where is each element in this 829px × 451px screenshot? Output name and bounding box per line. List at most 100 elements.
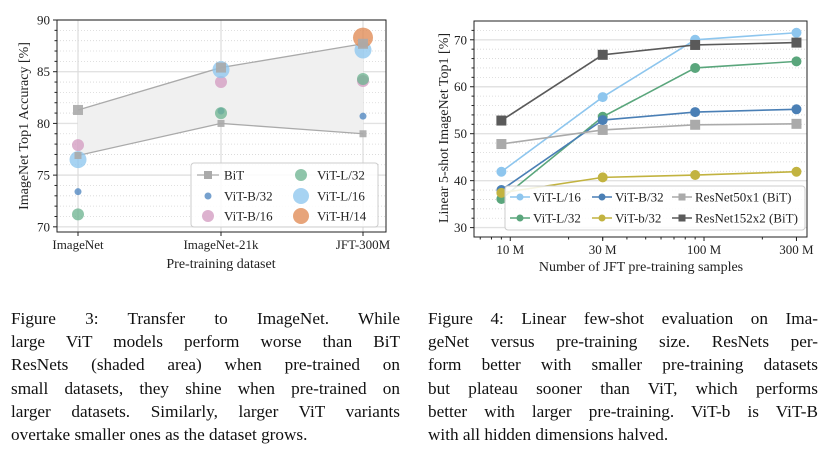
bit-lower-marker xyxy=(217,119,225,127)
legend-label: BiT xyxy=(224,168,244,183)
point-resnet50x1-bit xyxy=(597,124,608,135)
y-tick-label: 75 xyxy=(37,168,50,183)
legend-marker xyxy=(678,193,686,201)
y-ticks: 70 75 80 85 90 xyxy=(37,13,57,234)
x-tick-label: ImageNet-21k xyxy=(183,237,259,252)
point-vit-b-32 xyxy=(597,115,608,126)
shaded-area xyxy=(78,43,363,156)
point-vit-l-32 xyxy=(690,62,701,73)
bit-lower-marker xyxy=(359,130,367,138)
y-tick-label: 30 xyxy=(454,220,467,235)
line-resnet152x2-bit xyxy=(500,41,797,122)
point-vit-l-16 xyxy=(597,92,608,103)
line-vit-b-32 xyxy=(500,108,797,191)
point-resnet152x2-bit xyxy=(496,115,507,126)
point-vit-l-32 xyxy=(72,208,84,221)
legend-label: ResNet152x2 (BiT) xyxy=(695,211,798,226)
figure-3-caption: Figure 3: Transfer to ImageNet. While la… xyxy=(11,307,400,446)
point-vit-b-32 xyxy=(359,112,367,120)
y-tick-label: 40 xyxy=(454,173,467,188)
line-resnet50x1-bit xyxy=(501,123,797,145)
caption-line: small datasets, they shine when pre-trai… xyxy=(11,378,400,398)
point-vit-b-32 xyxy=(791,104,802,115)
line-vit-b-32 xyxy=(501,170,797,194)
legend: ViT-L/16 ViT-B/32 ResNet50x1 (BiT) ViT-L/32… xyxy=(504,185,806,231)
point-resnet50x1-bit xyxy=(690,119,701,130)
caption-line: larger datasets. Similarly, larger ViT v… xyxy=(11,401,400,421)
caption-line: with all hidden dimensions halved. xyxy=(428,425,669,445)
caption-line: better with larger pre-training. ViT-b i… xyxy=(428,401,818,421)
point-vit-b-32 xyxy=(690,170,701,181)
point-resnet50x1-bit xyxy=(791,118,802,129)
point-vit-b-32 xyxy=(791,166,802,177)
bit-upper-marker xyxy=(358,38,368,49)
x-axis-label: Pre-training dataset xyxy=(166,257,275,272)
x-tick-label: JFT-300M xyxy=(336,237,391,252)
x-axis-label: Number of JFT pre-training samples xyxy=(539,260,743,275)
legend-label: ViT-L/16 xyxy=(317,189,365,204)
legend-marker xyxy=(516,214,524,222)
legend-marker xyxy=(293,188,309,204)
figure-4-caption: Figure 4: Linear few-shot evaluation on … xyxy=(428,307,818,446)
bit-upper-marker xyxy=(73,104,83,115)
point-vit-b-16 xyxy=(215,76,227,89)
point-vit-l-16 xyxy=(69,151,87,169)
legend-box xyxy=(190,162,379,228)
legend-label: ViT-B/16 xyxy=(224,209,273,224)
legend-marker-bit xyxy=(204,171,212,179)
point-vit-b-32 xyxy=(74,188,82,196)
legend-label: ResNet50x1 (BiT) xyxy=(695,190,791,205)
legend-label: ViT-L/16 xyxy=(533,190,581,205)
figure-4-chart: 30 40 50 60 70 10 M 30 M 100 M 300 M Linear 5-s… xyxy=(437,20,814,275)
legend-marker xyxy=(678,214,686,222)
point-vit-l-32 xyxy=(215,107,227,120)
caption-line: large ViT models perform worse than BiT xyxy=(11,332,400,352)
x-ticks: ImageNet ImageNet-21k JFT-300M xyxy=(52,232,391,252)
y-tick-label: 70 xyxy=(454,32,467,47)
legend-marker xyxy=(293,208,309,224)
point-vit-b-32 xyxy=(597,172,608,183)
legend-marker xyxy=(204,192,212,200)
y-ticks: 30 40 50 60 70 xyxy=(454,29,474,235)
point-vit-b-32 xyxy=(496,187,507,198)
legend-label: ViT-L/32 xyxy=(317,168,365,183)
legend-marker xyxy=(202,210,214,222)
legend-marker xyxy=(598,214,606,222)
caption-line: ResNets (shaded area) when pre-trained o… xyxy=(11,355,400,375)
y-tick-label: 80 xyxy=(37,116,50,131)
point-vit-l-16 xyxy=(791,27,802,38)
y-tick-label: 60 xyxy=(454,79,467,94)
legend-label: ViT-b/32 xyxy=(615,211,661,226)
legend-marker xyxy=(516,193,524,201)
bit-upper-marker xyxy=(216,62,226,73)
caption-line: form better with smaller pre-training da… xyxy=(428,355,818,375)
y-tick-label: 85 xyxy=(37,64,50,79)
point-vit-b-16 xyxy=(72,139,84,152)
y-tick-label: 90 xyxy=(37,13,50,28)
caption-line: geNet versus pre-training size. ResNets … xyxy=(428,332,818,352)
legend-label: ViT-H/14 xyxy=(317,209,367,224)
point-resnet152x2-bit xyxy=(690,39,701,50)
point-resnet152x2-bit xyxy=(791,37,802,48)
legend-marker xyxy=(295,169,307,181)
point-resnet152x2-bit xyxy=(597,49,608,60)
line-vit-l-32 xyxy=(500,60,797,200)
caption-line: Figure 3: Transfer to ImageNet. While xyxy=(11,309,400,328)
grid xyxy=(474,29,807,229)
y-tick-label: 70 xyxy=(37,219,50,234)
x-tick-label: ImageNet xyxy=(52,237,104,252)
x-tick-label: 100 M xyxy=(687,242,722,257)
legend-label: ViT-B/32 xyxy=(615,190,664,205)
y-axis-label: Linear 5-shot ImageNet Top1 [%] xyxy=(437,33,452,223)
legend-box xyxy=(504,185,806,231)
caption-line: but plateau sooner than ViT, which perfo… xyxy=(428,378,818,398)
plot-frame xyxy=(473,20,808,238)
x-tick-label: 300 M xyxy=(779,242,814,257)
x-tick-label: 10 M xyxy=(496,242,524,257)
point-resnet50x1-bit xyxy=(496,139,507,150)
series-lines xyxy=(496,27,802,204)
data-points xyxy=(69,27,373,221)
point-vit-l-32 xyxy=(791,56,802,67)
bit-lower-marker xyxy=(74,151,82,159)
